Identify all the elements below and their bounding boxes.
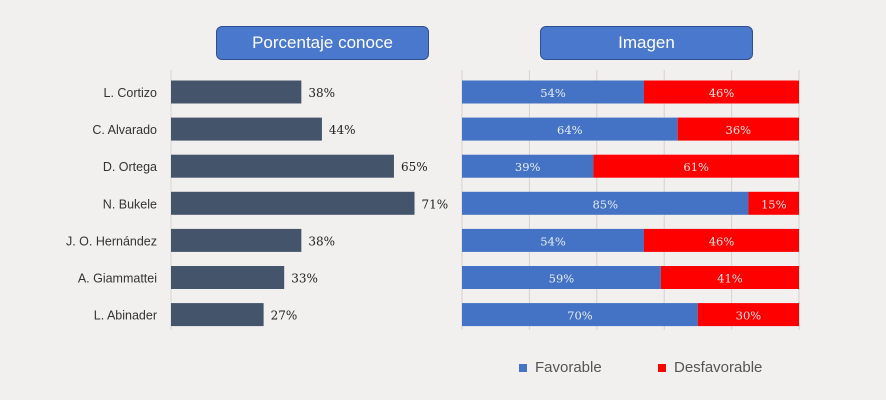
chart-title-porcentaje-conoce: Porcentaje conoce bbox=[216, 26, 429, 60]
desfavorable-bar-l-cortizo bbox=[643, 80, 799, 104]
conoce-value-label-l-abinader: 27% bbox=[271, 309, 298, 323]
favorable-bar-a-giammattei bbox=[462, 266, 661, 289]
favorable-value-label-d-ortega: 39% bbox=[515, 160, 541, 174]
desfavorable-bar-n-bukele bbox=[748, 191, 799, 215]
desfavorable-value-label-c-alvarado: 36% bbox=[726, 123, 752, 137]
desfavorable-bar-l-abinader bbox=[697, 303, 799, 327]
favorable-bar-c-alvarado bbox=[462, 117, 678, 141]
category-label-l-abinader: L. Abinader bbox=[94, 309, 157, 323]
favorable-bar-n-bukele bbox=[462, 191, 749, 215]
legend-item-favorable: Favorable bbox=[519, 359, 602, 376]
favorable-bar-j-o-hernandez bbox=[462, 228, 644, 252]
favorable-value-label-n-bukele: 85% bbox=[592, 197, 618, 211]
conoce-value-label-n-bukele: 71% bbox=[422, 197, 449, 211]
conoce-value-label-d-ortega: 65% bbox=[401, 160, 428, 174]
legend-swatch-desfavorable bbox=[658, 363, 666, 372]
legend-swatch-favorable bbox=[519, 363, 527, 372]
favorable-value-label-j-o-hernandez: 54% bbox=[540, 234, 566, 248]
desfavorable-bar-j-o-hernandez bbox=[643, 228, 799, 252]
conoce-bar-n-bukele bbox=[171, 191, 415, 215]
conoce-bar-l-abinader bbox=[171, 303, 264, 327]
category-label-n-bukele: N. Bukele bbox=[103, 197, 157, 211]
favorable-bar-d-ortega bbox=[462, 154, 594, 178]
conoce-bar-a-giammattei bbox=[171, 266, 285, 289]
favorable-bar-l-cortizo bbox=[462, 80, 644, 104]
category-label-d-ortega: D. Ortega bbox=[103, 160, 157, 174]
desfavorable-value-label-d-ortega: 61% bbox=[683, 160, 709, 174]
conoce-bar-j-o-hernandez bbox=[171, 228, 302, 252]
conoce-bar-c-alvarado bbox=[171, 117, 322, 141]
category-label-a-giammattei: A. Giammattei bbox=[78, 272, 157, 286]
desfavorable-value-label-j-o-hernandez: 46% bbox=[709, 234, 735, 248]
conoce-value-label-c-alvarado: 44% bbox=[329, 123, 356, 137]
desfavorable-bar-d-ortega bbox=[593, 154, 799, 178]
desfavorable-value-label-l-abinader: 30% bbox=[736, 309, 762, 323]
desfavorable-value-label-n-bukele: 15% bbox=[761, 197, 787, 211]
conoce-value-label-a-giammattei: 33% bbox=[291, 272, 318, 286]
desfavorable-value-label-l-cortizo: 46% bbox=[709, 86, 735, 100]
desfavorable-bar-c-alvarado bbox=[677, 117, 799, 141]
desfavorable-bar-a-giammattei bbox=[660, 266, 799, 289]
chart-title-imagen: Imagen bbox=[540, 26, 753, 60]
desfavorable-value-label-a-giammattei: 41% bbox=[717, 272, 743, 286]
legend-label-desfavorable: Desfavorable bbox=[674, 359, 763, 376]
conoce-bar-d-ortega bbox=[171, 154, 394, 178]
legend-label-favorable: Favorable bbox=[535, 359, 602, 376]
category-label-j-o-hernandez: J. O. Hernández bbox=[66, 234, 157, 248]
conoce-bar-l-cortizo bbox=[171, 80, 302, 104]
conoce-value-label-j-o-hernandez: 38% bbox=[308, 234, 335, 248]
category-label-l-cortizo: L. Cortizo bbox=[104, 86, 158, 100]
conoce-value-label-l-cortizo: 38% bbox=[308, 86, 335, 100]
favorable-value-label-l-abinader: 70% bbox=[567, 309, 593, 323]
favorable-value-label-l-cortizo: 54% bbox=[540, 86, 566, 100]
favorable-bar-l-abinader bbox=[462, 303, 698, 327]
favorable-value-label-a-giammattei: 59% bbox=[549, 272, 575, 286]
category-label-c-alvarado: C. Alvarado bbox=[92, 123, 157, 137]
favorable-value-label-c-alvarado: 64% bbox=[557, 123, 583, 137]
legend-item-desfavorable: Desfavorable bbox=[658, 359, 762, 376]
